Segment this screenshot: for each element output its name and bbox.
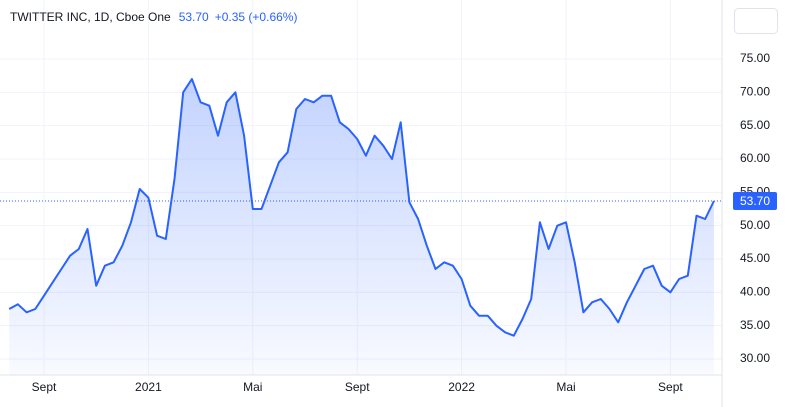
y-tick-label: 75.00 (740, 51, 770, 65)
x-tick-label: 2022 (448, 380, 475, 394)
last-price-tag-label: 53.70 (740, 194, 770, 208)
x-tick-label: Mai (556, 380, 575, 394)
x-tick-label: Sept (345, 380, 370, 394)
x-tick-label: Mai (243, 380, 262, 394)
axis-layer: 30.0035.0040.0045.0050.0055.0060.0065.00… (32, 51, 777, 394)
header: TWITTER INC, 1D, Cboe One 53.70 +0.35 (+… (10, 10, 297, 24)
y-tick-label: 30.00 (740, 351, 770, 365)
price-change: +0.35 (+0.66%) (215, 10, 298, 24)
y-tick-label: 65.00 (740, 118, 770, 132)
y-tick-label: 60.00 (740, 151, 770, 165)
plot-layer (0, 78, 722, 375)
y-tick-label: 40.00 (740, 285, 770, 299)
price-line (8, 78, 715, 337)
x-tick-label: Sept (658, 380, 683, 394)
y-tick-label: 50.00 (740, 218, 770, 232)
y-tick-label: 45.00 (740, 251, 770, 265)
x-tick-label: 2021 (135, 380, 162, 394)
area-fill (9, 79, 714, 375)
y-tick-label: 35.00 (740, 318, 770, 332)
chart-title: TWITTER INC, 1D, Cboe One (10, 10, 171, 24)
y-tick-label: 70.00 (740, 85, 770, 99)
last-price: 53.70 (179, 10, 209, 24)
x-tick-label: Sept (32, 380, 57, 394)
settings-button[interactable] (734, 8, 778, 34)
last-price-tag (733, 192, 777, 210)
